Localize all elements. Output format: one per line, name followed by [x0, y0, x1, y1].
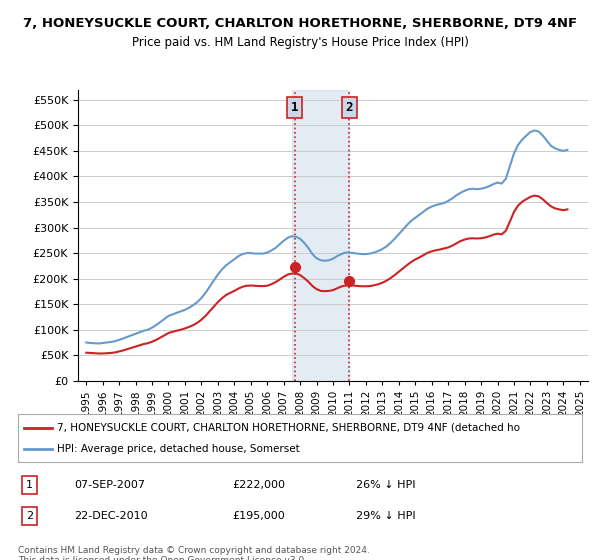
Text: 22-DEC-2010: 22-DEC-2010 — [74, 511, 148, 521]
Text: Price paid vs. HM Land Registry's House Price Index (HPI): Price paid vs. HM Land Registry's House … — [131, 36, 469, 49]
Text: 1: 1 — [291, 101, 299, 114]
Text: 1: 1 — [26, 480, 33, 490]
Text: £222,000: £222,000 — [232, 480, 286, 490]
Text: 2: 2 — [26, 511, 33, 521]
Text: 7, HONEYSUCKLE COURT, CHARLTON HORETHORNE, SHERBORNE, DT9 4NF (detached ho: 7, HONEYSUCKLE COURT, CHARLTON HORETHORN… — [58, 423, 520, 433]
Text: 2: 2 — [346, 101, 353, 114]
Text: Contains HM Land Registry data © Crown copyright and database right 2024.
This d: Contains HM Land Registry data © Crown c… — [18, 546, 370, 560]
Text: 7, HONEYSUCKLE COURT, CHARLTON HORETHORNE, SHERBORNE, DT9 4NF: 7, HONEYSUCKLE COURT, CHARLTON HORETHORN… — [23, 17, 577, 30]
Text: £195,000: £195,000 — [232, 511, 285, 521]
Text: 07-SEP-2007: 07-SEP-2007 — [74, 480, 145, 490]
Text: 26% ↓ HPI: 26% ↓ HPI — [356, 480, 416, 490]
Text: HPI: Average price, detached house, Somerset: HPI: Average price, detached house, Some… — [58, 444, 300, 454]
Bar — [292, 90, 349, 381]
Text: 29% ↓ HPI: 29% ↓ HPI — [356, 511, 416, 521]
